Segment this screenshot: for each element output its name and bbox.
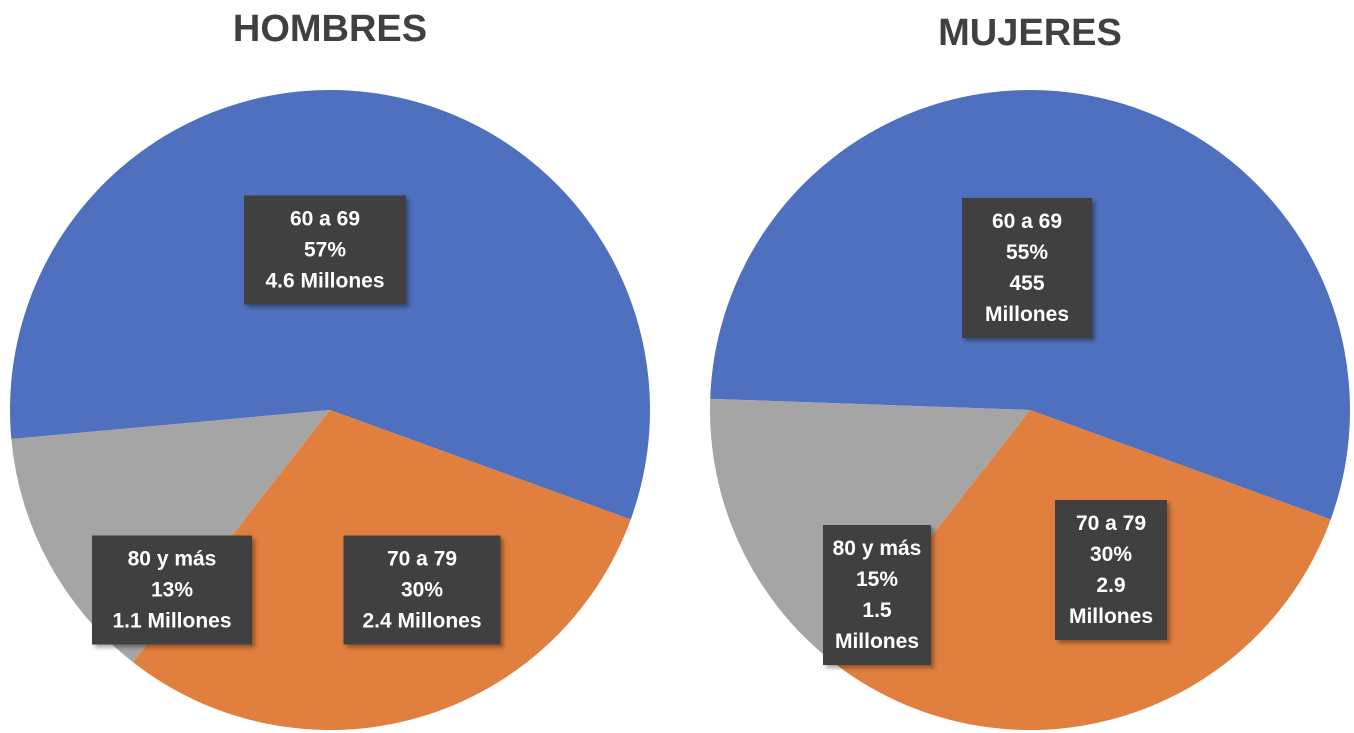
category-label: 70 a 79 [386,547,458,571]
data-label: 80 y más 13% 1.1 Millones [92,535,252,645]
chart-title: HOMBRES [232,8,428,50]
amount-label: 2.9 Millones [1068,574,1153,628]
amount-label: 2.4 Millones [362,609,482,633]
category-label: 60 a 69 [289,207,361,231]
amount-label: 1.5 Millones [834,599,919,653]
percent-label: 55% [1005,241,1049,264]
pie-slice [9,90,650,520]
percent-label: 13% [150,578,194,602]
data-label: 60 a 69 57% 4.6 Millones [244,195,406,305]
data-label: 60 a 69 55% 455 Millones [962,198,1092,338]
category-label: 70 a 79 [1075,512,1147,535]
data-label: 70 a 79 30% 2.4 Millones [343,535,501,645]
percent-label: 30% [1089,543,1133,566]
category-label: 80 y más [127,547,217,571]
percent-label: 57% [303,238,347,262]
amount-label: 1.1 Millones [112,609,232,633]
percent-label: 30% [400,578,444,602]
amount-label: 455 Millones [984,272,1069,326]
category-label: 60 a 69 [991,210,1063,233]
chart-title: MUJERES [938,12,1122,54]
data-label: 70 a 79 30% 2.9 Millones [1055,500,1167,640]
amount-label: 4.6 Millones [265,269,385,293]
data-label: 80 y más 15% 1.5 Millones [823,525,931,665]
category-label: 80 y más [832,537,922,560]
percent-label: 15% [855,568,899,591]
